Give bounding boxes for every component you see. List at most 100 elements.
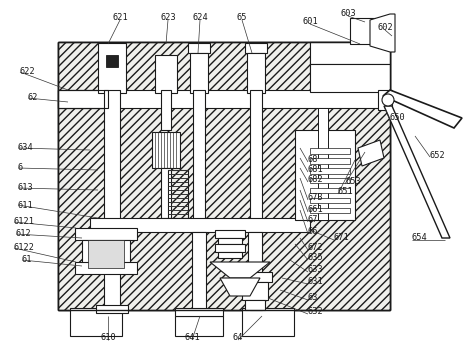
Bar [218,238,242,244]
Text: 611: 611 [18,200,34,209]
Text: 66: 66 [308,227,319,237]
Bar [350,18,375,44]
Polygon shape [383,90,462,128]
Bar [215,244,245,252]
Text: 654: 654 [412,233,428,242]
Text: 68: 68 [308,155,319,164]
Bar [82,240,130,268]
Polygon shape [384,106,450,238]
Bar [238,272,272,282]
Bar [310,198,350,203]
Bar [161,168,171,218]
Bar [188,43,210,53]
Bar [218,252,242,258]
Text: 623: 623 [160,14,176,23]
Bar [190,53,208,93]
Bar [104,90,120,308]
Bar [242,308,294,336]
Bar [310,64,390,92]
Bar [310,42,390,64]
Bar [58,42,390,310]
Text: 652: 652 [430,150,446,160]
Text: 635: 635 [308,253,324,262]
Bar [75,262,137,274]
Polygon shape [210,262,270,278]
Bar [168,170,188,218]
Bar [310,158,350,164]
Bar [96,305,128,313]
Bar [90,218,310,232]
Text: 641: 641 [184,334,200,343]
Text: 613: 613 [18,184,34,193]
Bar [310,168,350,174]
Bar [310,178,350,183]
Bar [245,43,267,53]
Bar [58,90,108,108]
Bar [318,108,328,220]
Bar [58,42,390,310]
Bar [98,43,126,93]
Text: 621: 621 [112,14,128,23]
Bar [75,228,137,240]
Text: 602: 602 [377,24,393,33]
Bar [310,208,350,213]
Text: 633: 633 [308,266,324,275]
Bar [242,282,268,300]
Text: 612: 612 [16,229,32,238]
Text: 601: 601 [302,18,318,26]
Text: 6: 6 [18,164,23,173]
Bar [215,230,245,238]
Bar [300,135,350,215]
Bar [155,55,177,93]
Text: 6122: 6122 [14,243,35,252]
Bar [175,308,223,316]
Bar [250,90,262,310]
Bar [295,130,355,220]
Text: 650: 650 [390,113,406,122]
Text: 624: 624 [192,14,208,23]
Text: 671: 671 [334,233,350,242]
Polygon shape [220,278,260,296]
Bar [58,90,108,108]
Bar [152,132,180,168]
Bar [88,240,124,268]
Circle shape [382,94,394,106]
Text: 631: 631 [308,277,324,286]
Bar [310,42,390,64]
Bar [175,316,223,336]
Text: 610: 610 [100,334,116,343]
Text: 673: 673 [308,194,324,203]
Bar [310,188,350,193]
Text: 681: 681 [308,165,324,174]
Text: 61: 61 [22,256,32,265]
Text: 65: 65 [237,14,247,23]
Text: 67: 67 [308,216,319,224]
Bar [310,148,350,154]
Text: 672: 672 [308,243,324,252]
Polygon shape [358,140,384,166]
Bar [245,300,265,310]
Bar [106,55,118,67]
Bar [161,90,171,130]
Text: 632: 632 [308,308,324,316]
Text: 622: 622 [20,68,36,77]
Text: 64: 64 [233,334,243,343]
Bar [248,232,262,272]
Bar [192,232,206,310]
Bar [247,53,265,93]
Text: 63: 63 [308,294,319,303]
Text: 6121: 6121 [14,218,35,227]
Polygon shape [370,14,395,52]
Bar [193,90,205,310]
Text: 682: 682 [308,175,324,184]
Text: 661: 661 [308,205,324,214]
Text: 651: 651 [338,188,354,197]
Text: 634: 634 [18,144,34,153]
Bar [58,90,390,108]
Text: 653: 653 [345,178,361,187]
Bar [378,90,392,110]
Bar [70,308,122,336]
Text: 62: 62 [28,93,38,102]
Bar [310,64,390,92]
Text: 603: 603 [340,10,356,19]
